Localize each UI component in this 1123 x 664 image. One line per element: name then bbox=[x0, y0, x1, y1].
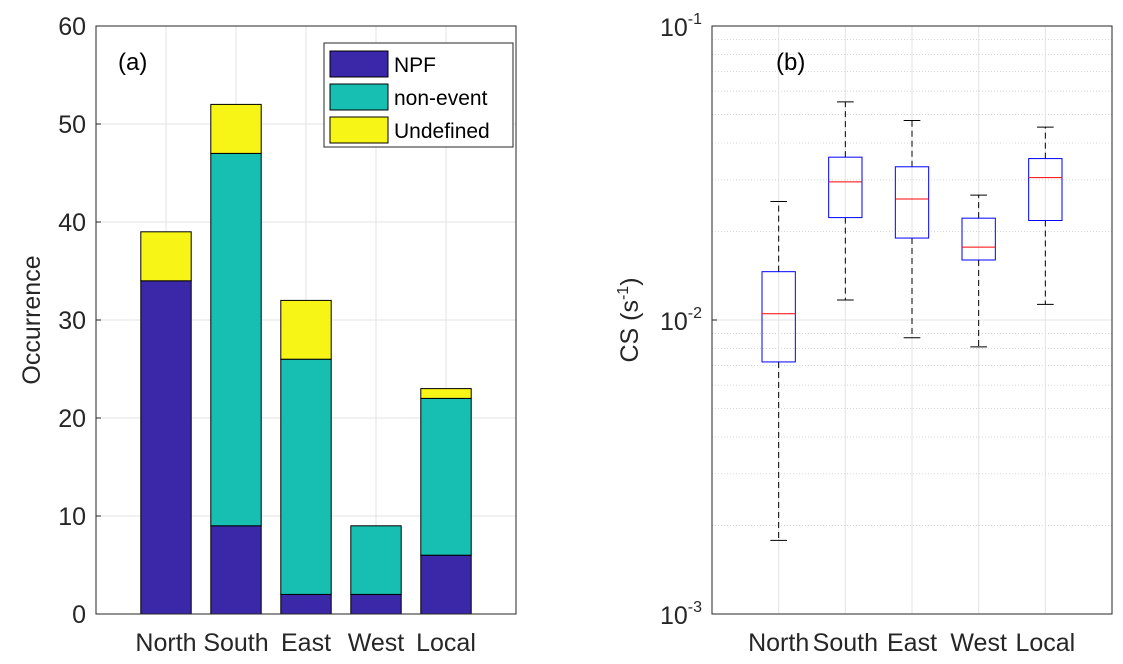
y-tick-label: 10-2 bbox=[660, 305, 702, 336]
y-tick-label: 50 bbox=[58, 111, 86, 139]
x-tick-label: North bbox=[748, 629, 809, 657]
bar-segment bbox=[280, 299, 332, 360]
interquartile-box bbox=[828, 156, 863, 219]
legend-swatch bbox=[329, 50, 389, 78]
x-tick-label: West bbox=[348, 629, 405, 657]
panel-label-b: (b) bbox=[776, 49, 805, 76]
box-plot-item bbox=[1028, 126, 1063, 305]
x-tick-label: East bbox=[281, 629, 331, 657]
box-plot-item bbox=[961, 194, 996, 348]
bar-segment bbox=[210, 103, 262, 154]
bar-segment bbox=[210, 152, 262, 527]
bar-chart-tick-labels: 0 10 20 30 40 50 60 North South East West Local bbox=[58, 13, 476, 657]
x-tick-label: East bbox=[887, 629, 937, 657]
interquartile-box bbox=[1028, 158, 1063, 221]
legend-swatch bbox=[329, 116, 389, 144]
x-tick-label: Local bbox=[416, 629, 476, 657]
box-plot-y-axis-label-close: ) bbox=[616, 277, 644, 285]
legend-label: non-event bbox=[394, 87, 488, 110]
panel-label-a: (a) bbox=[118, 49, 147, 76]
interquartile-box bbox=[894, 166, 930, 239]
interquartile-box bbox=[961, 217, 996, 261]
y-tick-label: 10-3 bbox=[660, 599, 702, 630]
bar-segment bbox=[140, 231, 192, 282]
box-plot-y-axis-label: CS (s-1) bbox=[615, 277, 644, 362]
box-plot-panel: 10-3 10-2 10-1 North South East West Local CS (… bbox=[615, 11, 1113, 657]
bar-segment bbox=[140, 280, 192, 615]
bar-segment bbox=[280, 593, 332, 615]
legend-label: NPF bbox=[394, 54, 436, 77]
bar-segment bbox=[350, 593, 402, 615]
x-tick-label: South bbox=[813, 629, 878, 657]
bar-segment bbox=[210, 525, 262, 615]
y-tick-label: 60 bbox=[58, 13, 86, 41]
box-plot-y-axis-label-superscript: -1 bbox=[615, 286, 632, 300]
interquartile-box bbox=[761, 271, 796, 363]
y-tick-label: 20 bbox=[58, 405, 86, 433]
bar-chart-panel: 0 10 20 30 40 50 60 North South East West Local Occ… bbox=[18, 13, 517, 657]
y-tick-label: 10-1 bbox=[660, 11, 702, 42]
bar-segment bbox=[420, 388, 472, 399]
y-tick-label: 30 bbox=[58, 307, 86, 335]
box-plot-boxes bbox=[761, 101, 1063, 541]
bar-chart-y-axis-label: Occurrence bbox=[18, 255, 46, 384]
box-plot-tick-labels: 10-3 10-2 10-1 North South East West Local bbox=[660, 11, 1075, 657]
y-tick-label: 40 bbox=[58, 209, 86, 237]
x-tick-label: Local bbox=[1015, 629, 1075, 657]
legend-label: Undefined bbox=[394, 120, 490, 143]
x-tick-label: West bbox=[950, 629, 1007, 657]
bar-chart-bars bbox=[140, 103, 472, 615]
bar-segment bbox=[420, 554, 472, 615]
box-plot-item bbox=[894, 120, 930, 339]
bar-segment bbox=[280, 358, 332, 595]
box-plot-item bbox=[828, 101, 863, 301]
legend-swatch bbox=[329, 83, 389, 111]
x-tick-label: South bbox=[203, 629, 268, 657]
box-plot-item bbox=[761, 200, 796, 541]
y-tick-label: 0 bbox=[72, 601, 86, 629]
bar-chart-legend: NPF non-event Undefined bbox=[323, 42, 514, 148]
box-plot-y-axis-label-base: CS (s bbox=[616, 300, 644, 363]
bar-segment bbox=[350, 525, 402, 595]
x-tick-label: North bbox=[135, 629, 196, 657]
y-tick-label: 10 bbox=[58, 503, 86, 531]
bar-segment bbox=[420, 397, 472, 556]
